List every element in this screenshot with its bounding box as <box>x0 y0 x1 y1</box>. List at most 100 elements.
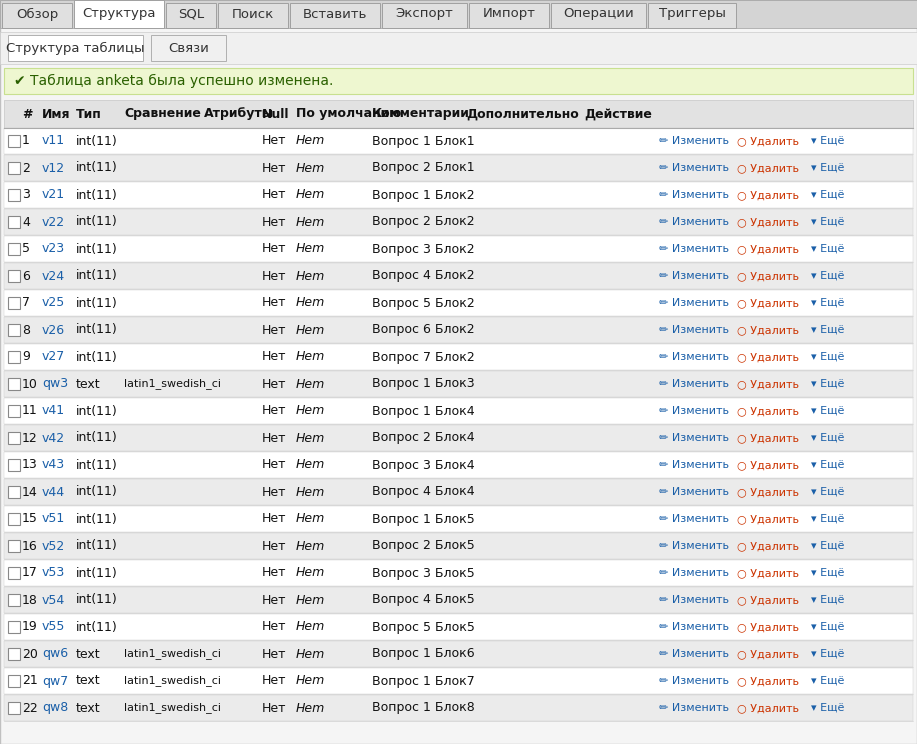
Text: ✏ Изменить: ✏ Изменить <box>659 622 729 632</box>
Text: int(11): int(11) <box>76 620 117 633</box>
Text: Нет: Нет <box>262 620 286 633</box>
Text: ✏ Изменить: ✏ Изменить <box>659 325 729 335</box>
Text: ✏ Изменить: ✏ Изменить <box>659 514 729 524</box>
Text: int(11): int(11) <box>76 513 117 525</box>
Text: int(11): int(11) <box>76 188 117 202</box>
Bar <box>8 432 20 444</box>
Text: Hem: Hem <box>296 432 326 444</box>
Text: По умолчанию: По умолчанию <box>296 107 402 121</box>
Text: Вопрос 3 Блок2: Вопрос 3 Блок2 <box>372 243 475 255</box>
Text: ○ Удалить: ○ Удалить <box>737 487 799 497</box>
Text: ▾ Ещё: ▾ Ещё <box>811 406 845 416</box>
Text: Нет: Нет <box>262 297 286 310</box>
Text: 1: 1 <box>22 135 30 147</box>
Bar <box>8 378 20 390</box>
Text: Вопрос 2 Блок5: Вопрос 2 Блок5 <box>372 539 475 553</box>
Text: ✏ Изменить: ✏ Изменить <box>659 460 729 470</box>
Text: 9: 9 <box>22 350 30 364</box>
Bar <box>8 324 20 336</box>
Bar <box>4 479 913 505</box>
Text: ✏ Изменить: ✏ Изменить <box>659 433 729 443</box>
Text: text: text <box>76 647 101 661</box>
Bar <box>8 459 20 471</box>
Text: 18: 18 <box>22 594 38 606</box>
Text: Hem: Hem <box>296 539 326 553</box>
Bar <box>4 668 913 694</box>
Text: ✏ Изменить: ✏ Изменить <box>659 676 729 686</box>
Text: Триггеры: Триггеры <box>658 7 725 21</box>
Text: qw3: qw3 <box>42 377 68 391</box>
Text: Имя: Имя <box>42 107 71 121</box>
Bar <box>8 243 20 255</box>
Text: Тип: Тип <box>76 107 102 121</box>
Bar <box>4 587 913 613</box>
Text: Hem: Hem <box>296 486 326 498</box>
Text: v51: v51 <box>42 513 65 525</box>
Text: ○ Удалить: ○ Удалить <box>737 595 799 605</box>
Text: ▾ Ещё: ▾ Ещё <box>811 352 845 362</box>
Bar <box>4 155 913 181</box>
Text: Hem: Hem <box>296 566 326 580</box>
Text: ✏ Изменить: ✏ Изменить <box>659 595 729 605</box>
Text: Вопрос 1 Блок8: Вопрос 1 Блок8 <box>372 702 475 714</box>
Text: ✏ Изменить: ✏ Изменить <box>659 541 729 551</box>
Text: text: text <box>76 377 101 391</box>
Text: int(11): int(11) <box>76 161 117 175</box>
Text: ▾ Ещё: ▾ Ещё <box>811 514 845 524</box>
Text: Вопрос 3 Блок5: Вопрос 3 Блок5 <box>372 566 475 580</box>
Text: Вопрос 1 Блок1: Вопрос 1 Блок1 <box>372 135 475 147</box>
Bar <box>4 425 913 451</box>
Text: 6: 6 <box>22 269 30 283</box>
Text: 12: 12 <box>22 432 38 444</box>
Text: Вопрос 6 Блок2: Вопрос 6 Блок2 <box>372 324 475 336</box>
Bar <box>469 3 549 28</box>
Text: ✏ Изменить: ✏ Изменить <box>659 271 729 281</box>
Text: Hem: Hem <box>296 188 326 202</box>
Bar <box>4 614 913 640</box>
Text: Вопрос 3 Блок4: Вопрос 3 Блок4 <box>372 458 475 472</box>
Text: ▾ Ещё: ▾ Ещё <box>811 325 845 335</box>
Text: Hem: Hem <box>296 297 326 310</box>
Text: Вопрос 1 Блок7: Вопрос 1 Блок7 <box>372 675 475 687</box>
Text: Вопрос 1 Блок3: Вопрос 1 Блок3 <box>372 377 475 391</box>
Text: ○ Удалить: ○ Удалить <box>737 379 799 389</box>
Text: ✏ Изменить: ✏ Изменить <box>659 703 729 713</box>
Text: qw7: qw7 <box>42 675 68 687</box>
Text: Hem: Hem <box>296 405 326 417</box>
Text: Вопрос 4 Блок2: Вопрос 4 Блок2 <box>372 269 475 283</box>
Bar <box>8 567 20 579</box>
Text: ▾ Ещё: ▾ Ещё <box>811 136 845 146</box>
Bar <box>4 209 913 235</box>
Text: v12: v12 <box>42 161 65 175</box>
Text: Вопрос 5 Блок2: Вопрос 5 Блок2 <box>372 297 475 310</box>
Text: v24: v24 <box>42 269 65 283</box>
Bar <box>648 3 736 28</box>
Text: Экспорт: Экспорт <box>395 7 453 21</box>
Text: int(11): int(11) <box>76 216 117 228</box>
Bar <box>4 641 913 667</box>
Text: ▾ Ещё: ▾ Ещё <box>811 649 845 659</box>
Text: 13: 13 <box>22 458 38 472</box>
Text: v44: v44 <box>42 486 65 498</box>
Text: Нет: Нет <box>262 405 286 417</box>
Text: ▾ Ещё: ▾ Ещё <box>811 622 845 632</box>
Text: ▾ Ещё: ▾ Ещё <box>811 568 845 578</box>
Bar <box>74 0 164 28</box>
Text: int(11): int(11) <box>76 297 117 310</box>
Text: latin1_swedish_ci: latin1_swedish_ci <box>124 702 221 713</box>
Text: Вопрос 4 Блок4: Вопрос 4 Блок4 <box>372 486 475 498</box>
Text: Сравнение: Сравнение <box>124 107 201 121</box>
Bar <box>8 540 20 552</box>
Text: Hem: Hem <box>296 675 326 687</box>
Text: ○ Удалить: ○ Удалить <box>737 433 799 443</box>
Text: 21: 21 <box>22 675 38 687</box>
Text: Нет: Нет <box>262 594 286 606</box>
Text: ✏ Изменить: ✏ Изменить <box>659 487 729 497</box>
Bar <box>4 290 913 316</box>
Text: v54: v54 <box>42 594 65 606</box>
Text: 19: 19 <box>22 620 38 633</box>
Text: latin1_swedish_ci: latin1_swedish_ci <box>124 649 221 659</box>
Text: v23: v23 <box>42 243 65 255</box>
Text: Поиск: Поиск <box>232 7 274 21</box>
Text: Нет: Нет <box>262 432 286 444</box>
